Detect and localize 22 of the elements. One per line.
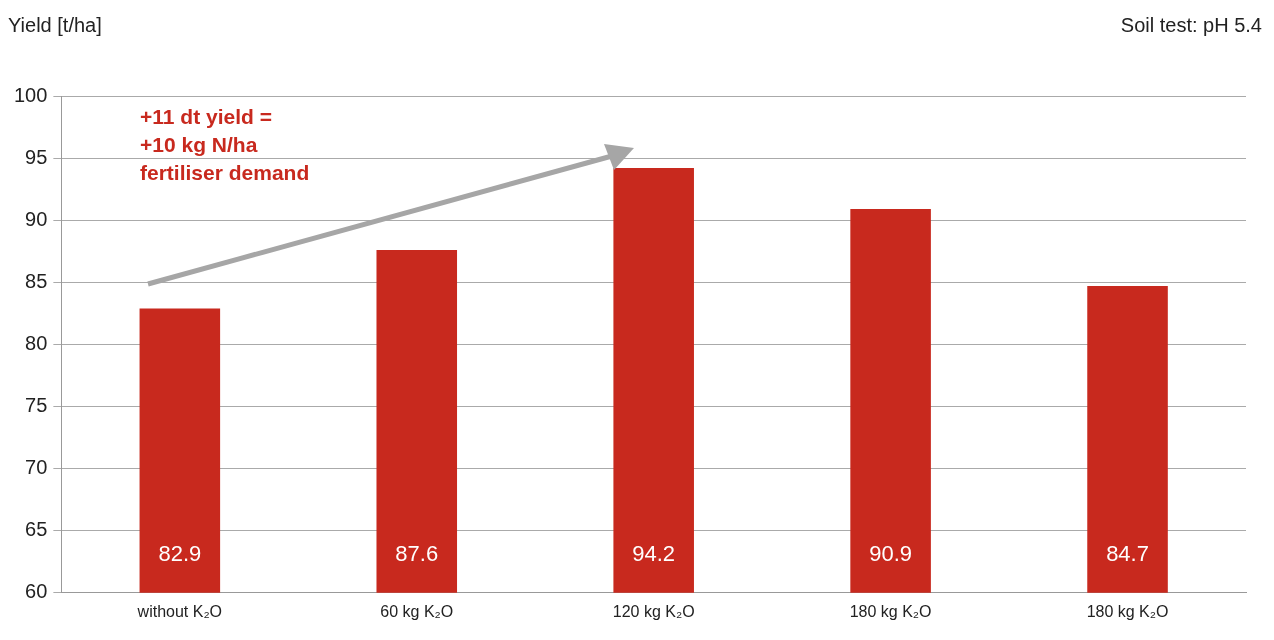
y-axis-title: Yield [t/ha]: [8, 13, 102, 36]
data-label: 90.9: [869, 540, 913, 566]
y-tick-label: 75: [25, 394, 48, 417]
y-tick-label: 90: [25, 207, 48, 230]
y-tick-label: 85: [25, 269, 48, 292]
x-tick-label: 120 kg K₂O: [612, 602, 695, 620]
data-label: 87.6: [395, 540, 439, 566]
annotation: +11 dt yield = +10 kg N/ha fertiliser demand: [140, 105, 310, 185]
text: Soil test: pH 5.4: [1120, 13, 1262, 36]
data-label: 94.2: [632, 540, 676, 566]
y-tick-label: 60: [25, 580, 48, 603]
y-tick-label: 100: [13, 83, 48, 106]
data-label: 84.7: [1106, 540, 1149, 566]
data-label: 82.9: [158, 540, 202, 566]
x-tick-label: 180 kg K₂O: [849, 602, 932, 620]
x-tick-label: without K₂O: [136, 602, 223, 620]
y-tick-label: 65: [25, 518, 48, 541]
y-tick-label: 70: [25, 456, 48, 479]
y-tick-label: 95: [25, 145, 48, 168]
x-tick-label: 60 kg K₂O: [380, 602, 454, 620]
x-tick-label: 180 kg K₂O: [1086, 602, 1169, 620]
y-tick-label: 80: [25, 331, 48, 354]
